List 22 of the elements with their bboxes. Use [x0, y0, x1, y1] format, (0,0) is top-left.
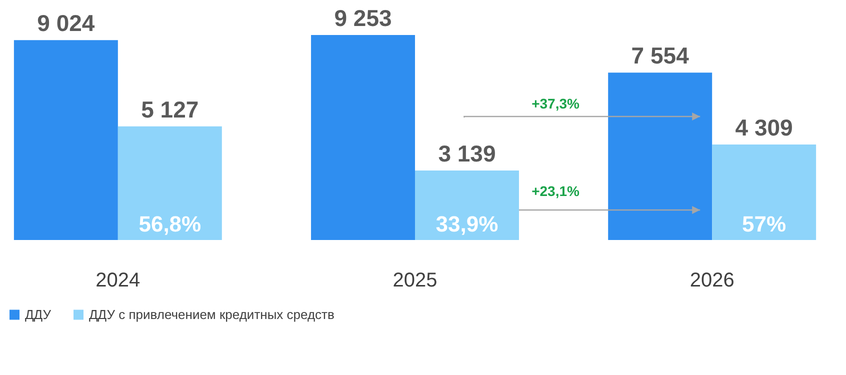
bar [415, 170, 519, 240]
data-label: 7 554 [631, 42, 690, 69]
bar [608, 72, 712, 240]
legend-label: ДДУ с привлечением кредитных средств [89, 306, 334, 322]
x-tick-label: 2024 [96, 270, 140, 292]
data-label: 4 309 [735, 114, 793, 141]
data-label: 3 139 [438, 140, 496, 166]
annotation: +37,3% [532, 96, 580, 112]
legend-label: ДДУ [25, 306, 52, 322]
data-label: 9 253 [334, 5, 392, 31]
x-tick-label: 2025 [392, 270, 438, 292]
data-label: 5 127 [141, 96, 199, 122]
annotation: 57% [742, 211, 786, 236]
bar [118, 126, 222, 240]
bar [14, 40, 118, 240]
data-label: 9 024 [37, 10, 95, 36]
annotation: 56,8% [138, 211, 202, 236]
bar [712, 144, 816, 240]
bar [311, 35, 415, 240]
annotation: +23,1% [532, 183, 580, 199]
x-tick-label: 2026 [690, 270, 734, 292]
annotation: 33,9% [436, 211, 498, 236]
